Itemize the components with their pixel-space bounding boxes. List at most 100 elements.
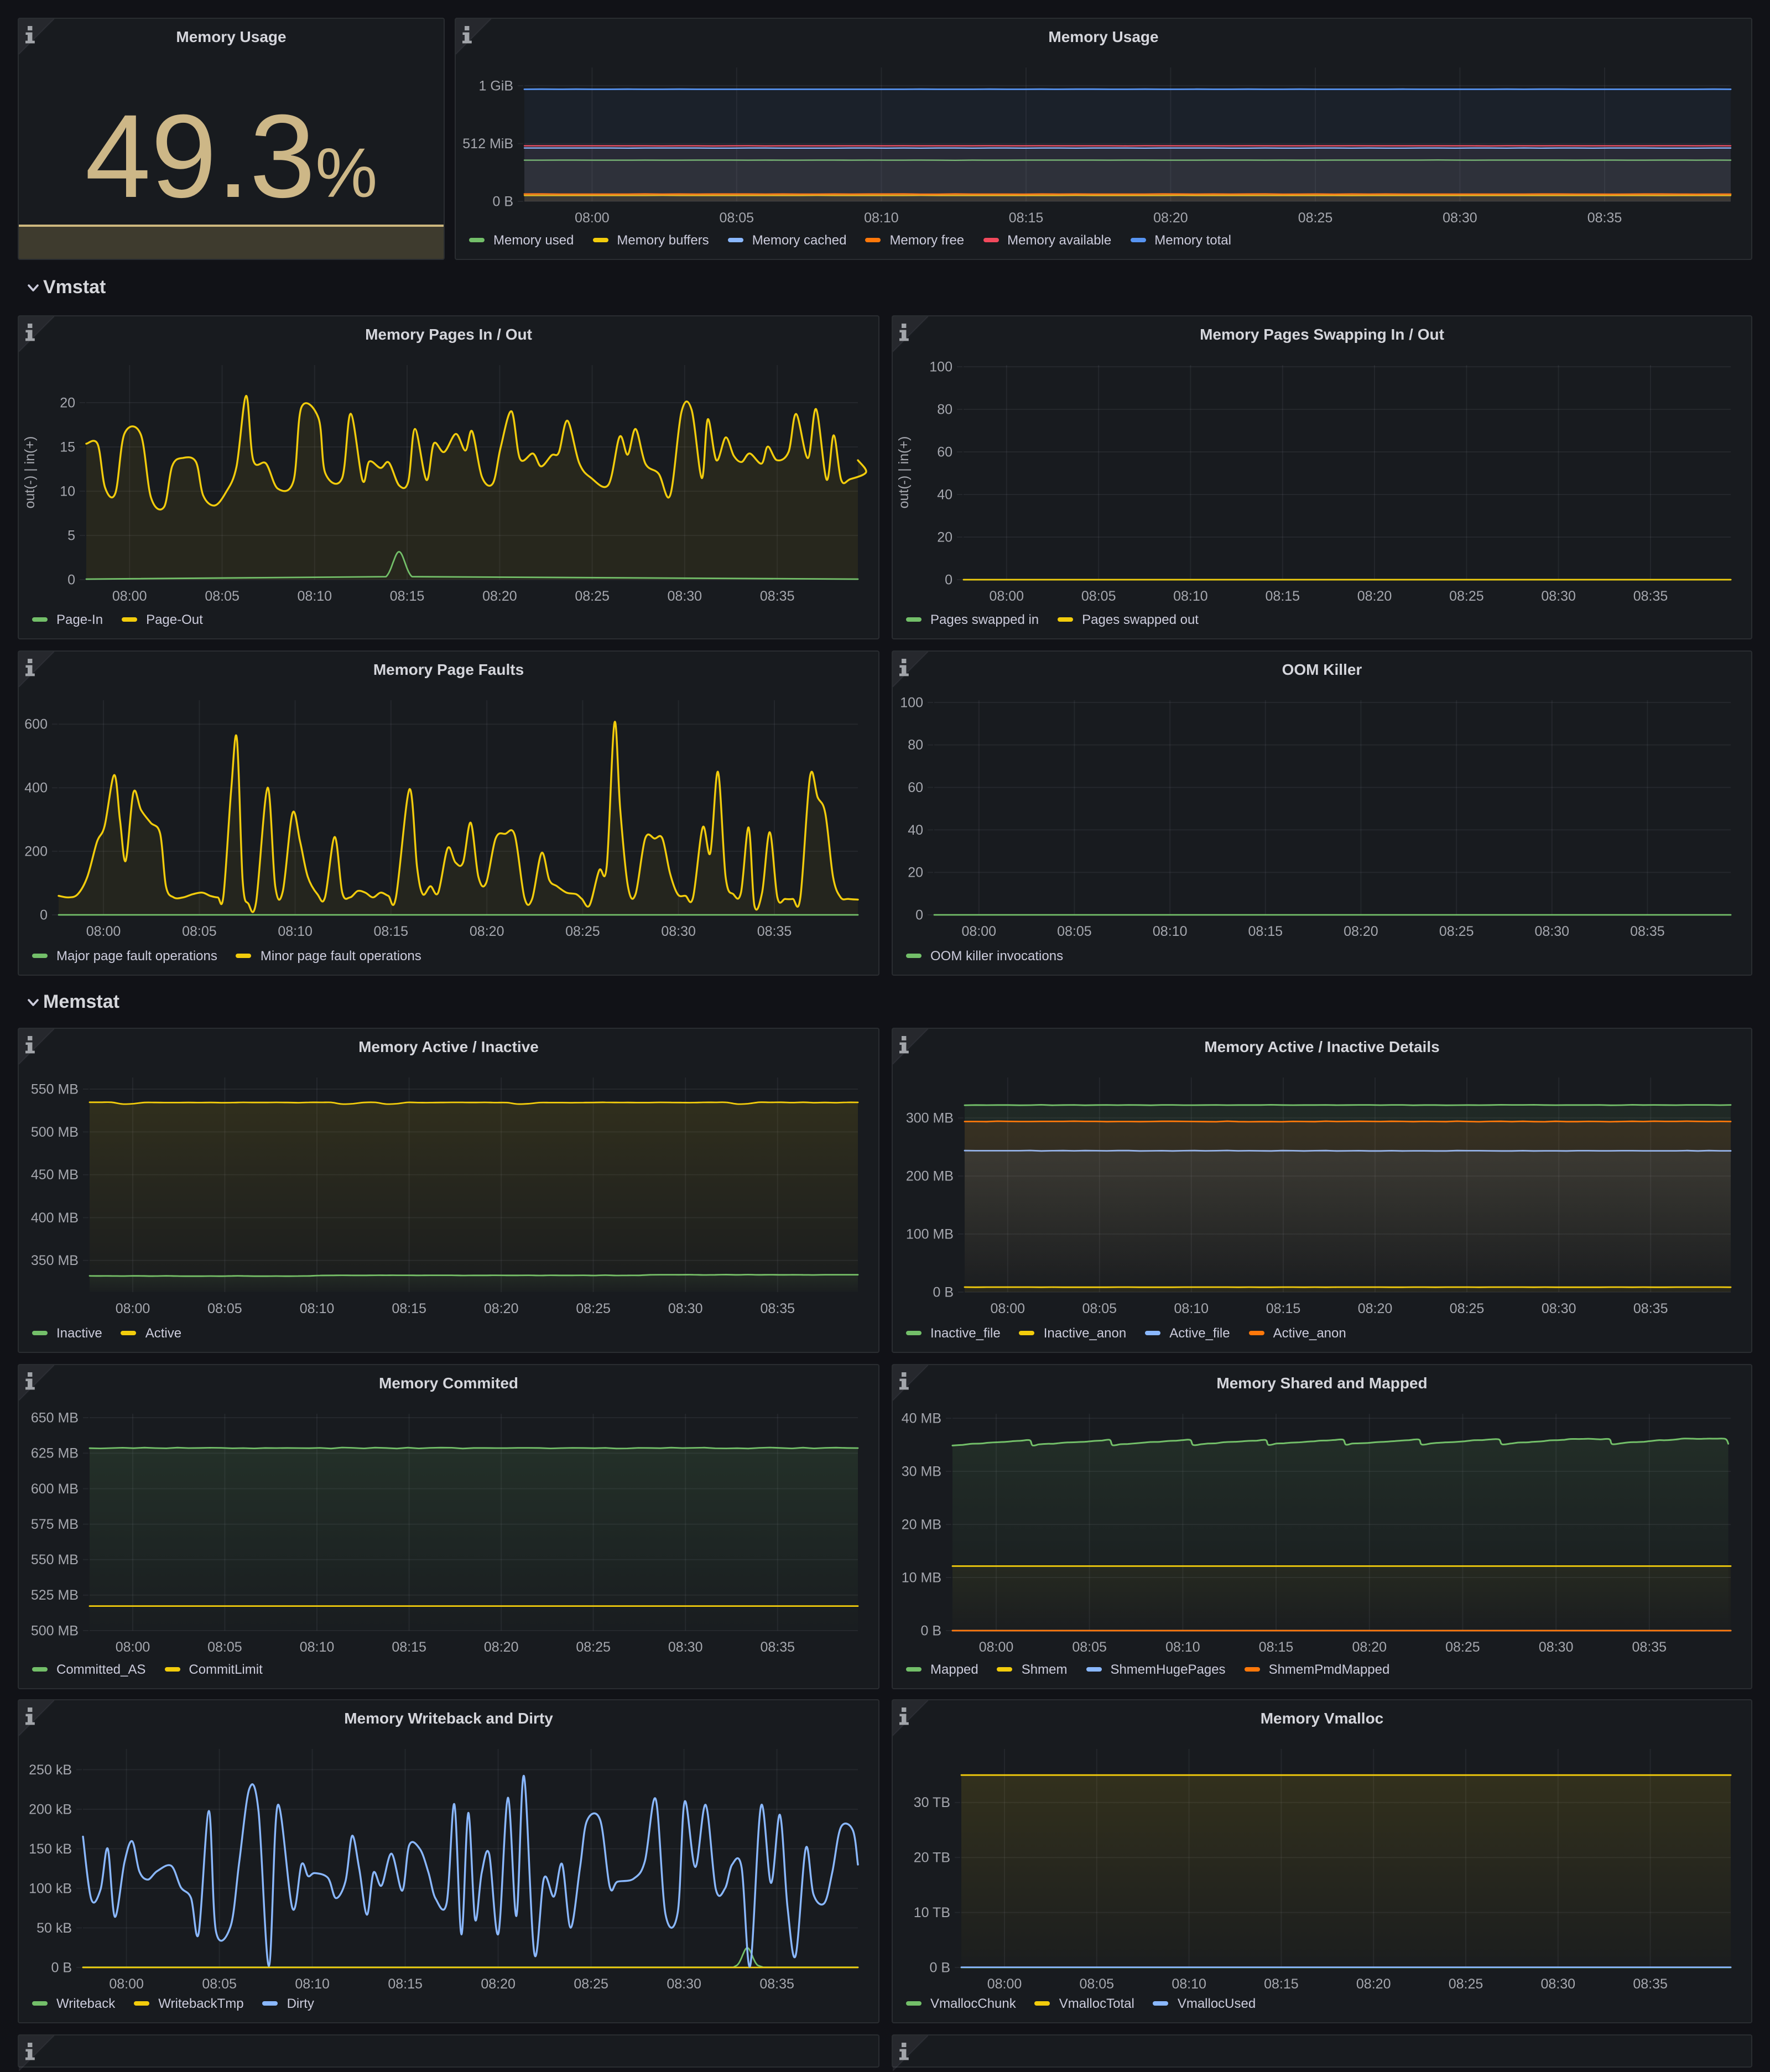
svg-text:08:20: 08:20 [484, 1639, 519, 1655]
svg-text:08:20: 08:20 [482, 589, 517, 604]
svg-text:0 B: 0 B [933, 1284, 954, 1300]
svg-text:10 MB: 10 MB [902, 1570, 941, 1585]
svg-text:08:35: 08:35 [1633, 1976, 1668, 1992]
svg-text:1 GiB: 1 GiB [478, 78, 513, 93]
svg-text:512 MiB: 512 MiB [462, 136, 513, 152]
svg-text:08:25: 08:25 [1449, 1976, 1483, 1992]
svg-text:08:30: 08:30 [668, 589, 702, 604]
svg-text:08:20: 08:20 [470, 924, 504, 939]
svg-text:08:25: 08:25 [1450, 1301, 1485, 1316]
svg-text:200 kB: 200 kB [29, 1802, 72, 1817]
svg-text:400: 400 [24, 780, 48, 796]
svg-text:08:05: 08:05 [1072, 1639, 1107, 1655]
svg-text:08:15: 08:15 [390, 589, 425, 604]
svg-text:40: 40 [937, 487, 952, 502]
svg-text:150 kB: 150 kB [29, 1841, 72, 1857]
svg-text:525 MB: 525 MB [31, 1587, 79, 1603]
svg-text:08:25: 08:25 [575, 589, 610, 604]
svg-text:0: 0 [67, 572, 75, 587]
svg-text:500 MB: 500 MB [31, 1623, 79, 1638]
svg-text:08:10: 08:10 [300, 1301, 335, 1316]
svg-text:08:00: 08:00 [979, 1639, 1014, 1655]
svg-text:10 TB: 10 TB [914, 1905, 950, 1920]
svg-text:08:00: 08:00 [116, 1639, 150, 1655]
svg-text:650 MB: 650 MB [31, 1410, 79, 1425]
svg-text:600: 600 [24, 717, 48, 732]
svg-text:08:25: 08:25 [576, 1301, 611, 1316]
svg-text:60: 60 [937, 444, 952, 460]
svg-text:100: 100 [900, 695, 923, 710]
svg-text:08:00: 08:00 [962, 924, 997, 939]
svg-text:08:10: 08:10 [864, 210, 899, 226]
svg-text:0 B: 0 B [51, 1960, 72, 1975]
svg-text:08:10: 08:10 [1172, 1976, 1206, 1992]
svg-text:08:15: 08:15 [392, 1301, 426, 1316]
svg-text:500 MB: 500 MB [31, 1124, 79, 1140]
svg-text:08:35: 08:35 [1633, 1301, 1668, 1316]
svg-text:08:35: 08:35 [759, 1976, 794, 1992]
svg-text:08:05: 08:05 [207, 1301, 242, 1316]
svg-text:250 kB: 250 kB [29, 1762, 72, 1778]
svg-text:100: 100 [929, 359, 952, 374]
svg-text:08:35: 08:35 [1632, 1639, 1667, 1655]
svg-text:08:10: 08:10 [1165, 1639, 1200, 1655]
svg-text:08:05: 08:05 [182, 924, 217, 939]
svg-text:450 MB: 450 MB [31, 1167, 79, 1183]
svg-text:08:30: 08:30 [1535, 924, 1570, 939]
svg-text:20 MB: 20 MB [902, 1517, 941, 1532]
svg-text:08:00: 08:00 [990, 589, 1024, 604]
svg-text:20: 20 [908, 865, 923, 881]
svg-text:550 MB: 550 MB [31, 1552, 79, 1568]
svg-text:08:35: 08:35 [761, 1639, 795, 1655]
svg-text:08:35: 08:35 [1587, 210, 1622, 226]
svg-text:08:20: 08:20 [1358, 1301, 1393, 1316]
svg-text:80: 80 [937, 402, 952, 417]
svg-text:08:10: 08:10 [298, 589, 332, 604]
svg-text:550 MB: 550 MB [31, 1081, 79, 1097]
svg-text:575 MB: 575 MB [31, 1517, 79, 1532]
svg-text:08:15: 08:15 [1259, 1639, 1294, 1655]
svg-text:300 MB: 300 MB [906, 1111, 954, 1126]
svg-text:08:00: 08:00 [987, 1976, 1022, 1992]
svg-text:625 MB: 625 MB [31, 1446, 79, 1461]
svg-text:200: 200 [24, 844, 48, 859]
svg-text:08:20: 08:20 [484, 1301, 519, 1316]
svg-text:out(-) | in(+): out(-) | in(+) [22, 436, 38, 509]
svg-text:08:15: 08:15 [1266, 1301, 1301, 1316]
svg-text:08:35: 08:35 [760, 589, 795, 604]
svg-text:600 MB: 600 MB [31, 1481, 79, 1497]
svg-text:0: 0 [40, 907, 48, 923]
svg-text:0: 0 [915, 907, 923, 923]
svg-text:08:15: 08:15 [374, 924, 409, 939]
svg-text:08:05: 08:05 [1081, 589, 1116, 604]
svg-text:08:25: 08:25 [1449, 589, 1484, 604]
svg-text:0 B: 0 B [920, 1623, 941, 1638]
svg-text:08:35: 08:35 [757, 924, 792, 939]
svg-text:08:20: 08:20 [1153, 210, 1188, 226]
svg-text:08:35: 08:35 [1630, 924, 1665, 939]
svg-text:50 kB: 50 kB [37, 1920, 72, 1936]
svg-text:20 TB: 20 TB [914, 1850, 950, 1866]
svg-text:08:25: 08:25 [1445, 1639, 1480, 1655]
svg-text:08:10: 08:10 [1153, 924, 1188, 939]
svg-text:08:20: 08:20 [1344, 924, 1378, 939]
svg-text:40 MB: 40 MB [902, 1410, 941, 1426]
svg-text:08:20: 08:20 [1357, 589, 1392, 604]
svg-text:08:30: 08:30 [1541, 589, 1576, 604]
svg-text:08:30: 08:30 [668, 1639, 703, 1655]
svg-text:10: 10 [60, 483, 75, 499]
svg-text:08:15: 08:15 [1266, 589, 1300, 604]
svg-text:08:10: 08:10 [295, 1976, 330, 1992]
svg-text:08:05: 08:05 [205, 589, 240, 604]
svg-text:08:00: 08:00 [116, 1301, 150, 1316]
svg-text:08:20: 08:20 [481, 1976, 516, 1992]
svg-text:08:30: 08:30 [1541, 1976, 1576, 1992]
svg-text:08:05: 08:05 [207, 1639, 242, 1655]
svg-text:08:15: 08:15 [1248, 924, 1283, 939]
svg-text:08:30: 08:30 [667, 1976, 701, 1992]
svg-text:08:30: 08:30 [661, 924, 696, 939]
svg-text:08:15: 08:15 [388, 1976, 423, 1992]
svg-text:08:05: 08:05 [720, 210, 754, 226]
svg-text:08:30: 08:30 [1542, 1301, 1576, 1316]
svg-text:40: 40 [908, 822, 923, 838]
